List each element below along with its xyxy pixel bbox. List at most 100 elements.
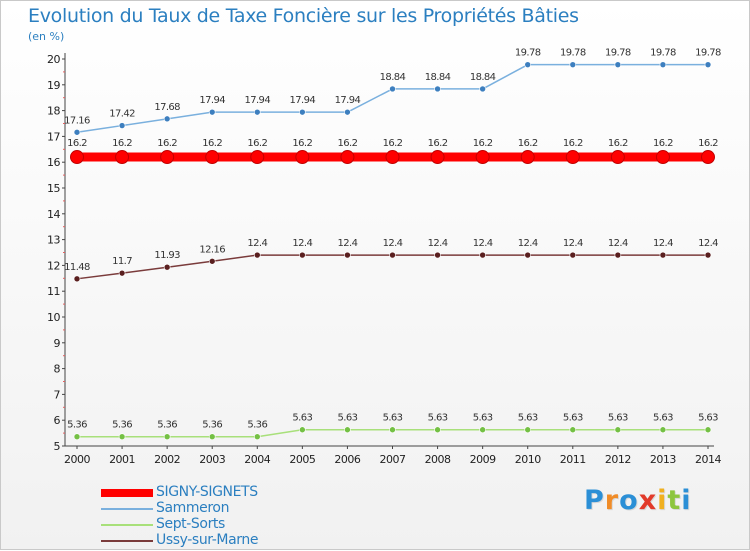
y-tick-label: 8: [54, 363, 61, 376]
data-point-sept-sorts: [118, 433, 126, 441]
data-label-signy-signets: 16.2: [67, 138, 87, 149]
data-label-ussy-sur-marne: 12.4: [292, 238, 312, 249]
y-axis-unit-label: (en %): [28, 30, 65, 43]
data-point-ussy-sur-marne: [659, 251, 667, 259]
data-point-sammeron: [659, 61, 667, 68]
logo-letter: x: [638, 485, 658, 516]
data-label-sept-sorts: 5.63: [473, 413, 493, 424]
data-point-ussy-sur-marne: [704, 251, 712, 259]
data-label-ussy-sur-marne: 12.4: [428, 238, 448, 249]
data-label-sept-sorts: 5.36: [247, 420, 267, 431]
data-point-signy-signets: [160, 150, 175, 165]
x-tick-label: 2000: [64, 453, 90, 466]
data-label-signy-signets: 16.2: [428, 138, 448, 149]
data-point-signy-signets: [340, 150, 355, 165]
data-point-ussy-sur-marne: [118, 269, 126, 277]
data-point-signy-signets: [250, 150, 265, 165]
data-label-signy-signets: 16.2: [383, 138, 403, 149]
proxiti-logo: Proxiti: [584, 485, 692, 516]
data-label-sammeron: 19.78: [650, 48, 676, 59]
x-tick-label: 2002: [154, 453, 180, 466]
data-label-sammeron: 19.78: [560, 48, 586, 59]
x-tick-label: 2013: [650, 453, 676, 466]
data-label-sammeron: 17.94: [335, 95, 361, 106]
data-point-sammeron: [479, 85, 486, 93]
data-point-sept-sorts: [704, 426, 712, 434]
data-label-sammeron: 17.16: [64, 115, 90, 126]
data-label-sept-sorts: 5.36: [112, 420, 132, 431]
logo-letter: t: [667, 485, 682, 516]
data-label-signy-signets: 16.2: [337, 138, 357, 149]
data-label-sammeron: 17.42: [109, 109, 135, 120]
data-point-sept-sorts: [614, 426, 622, 434]
data-label-signy-signets: 16.2: [157, 138, 177, 149]
data-point-signy-signets: [701, 150, 715, 165]
data-label-signy-signets: 16.2: [473, 138, 493, 149]
data-point-sammeron: [163, 115, 171, 123]
data-point-sept-sorts: [389, 426, 396, 434]
data-label-sept-sorts: 5.63: [518, 413, 538, 424]
data-point-signy-signets: [115, 150, 130, 165]
x-tick-label: 2001: [109, 453, 135, 466]
data-point-sammeron: [569, 61, 577, 68]
data-point-sammeron: [614, 61, 622, 68]
data-point-ussy-sur-marne: [524, 251, 532, 259]
data-point-signy-signets: [385, 150, 400, 165]
legend-label: Sammeron: [156, 500, 230, 516]
data-point-sammeron: [434, 85, 441, 93]
y-tick-label: 15: [47, 182, 60, 195]
data-point-ussy-sur-marne: [208, 257, 216, 265]
data-label-signy-signets: 16.2: [292, 138, 312, 149]
data-point-ussy-sur-marne: [614, 251, 622, 259]
data-point-sammeron: [344, 108, 351, 116]
data-label-sept-sorts: 5.63: [337, 413, 357, 424]
y-tick-label: 16: [47, 156, 60, 169]
data-point-sept-sorts: [479, 426, 486, 434]
y-tick-label: 11: [47, 285, 60, 298]
data-point-sammeron: [253, 108, 261, 116]
data-point-ussy-sur-marne: [569, 251, 577, 259]
y-tick-label: 17: [47, 130, 60, 143]
logo-letter: i: [681, 485, 692, 516]
y-tick-label: 14: [47, 208, 60, 221]
data-point-sammeron: [299, 108, 306, 116]
data-point-signy-signets: [565, 150, 580, 165]
data-label-sammeron: 17.68: [154, 102, 180, 113]
y-tick-label: 7: [54, 388, 61, 401]
logo-letter: P: [584, 485, 605, 516]
data-point-sammeron: [118, 122, 126, 129]
x-tick-label: 2004: [244, 453, 270, 466]
data-point-signy-signets: [295, 150, 310, 165]
x-tick-label: 2008: [425, 453, 451, 466]
data-label-sept-sorts: 5.63: [608, 413, 628, 424]
y-tick-label: 9: [54, 337, 61, 350]
data-point-sept-sorts: [569, 426, 577, 434]
data-point-sammeron: [524, 61, 532, 68]
data-point-signy-signets: [655, 150, 670, 165]
data-point-ussy-sur-marne: [253, 251, 261, 259]
data-label-signy-signets: 16.2: [247, 138, 267, 149]
data-label-sept-sorts: 5.63: [383, 413, 403, 424]
data-label-sept-sorts: 5.36: [157, 420, 177, 431]
x-tick-label: 2007: [380, 453, 406, 466]
logo-letter: i: [657, 485, 668, 516]
y-tick-label: 19: [47, 79, 60, 92]
data-point-ussy-sur-marne: [389, 251, 396, 259]
data-point-sammeron: [704, 61, 712, 68]
data-point-signy-signets: [610, 150, 625, 165]
data-label-signy-signets: 16.2: [202, 138, 222, 149]
data-label-sammeron: 19.78: [695, 48, 721, 59]
y-tick-label: 12: [47, 259, 60, 272]
data-label-sammeron: 17.94: [199, 95, 225, 106]
data-point-sept-sorts: [208, 433, 216, 441]
data-label-sammeron: 17.94: [244, 95, 270, 106]
data-label-signy-signets: 16.2: [518, 138, 538, 149]
data-label-signy-signets: 16.2: [563, 138, 583, 149]
data-label-ussy-sur-marne: 12.4: [653, 238, 673, 249]
data-label-sept-sorts: 5.63: [698, 413, 718, 424]
data-point-sept-sorts: [524, 426, 532, 434]
data-label-ussy-sur-marne: 11.48: [64, 262, 90, 273]
data-point-ussy-sur-marne: [163, 263, 171, 271]
y-tick-label: 13: [47, 234, 60, 247]
